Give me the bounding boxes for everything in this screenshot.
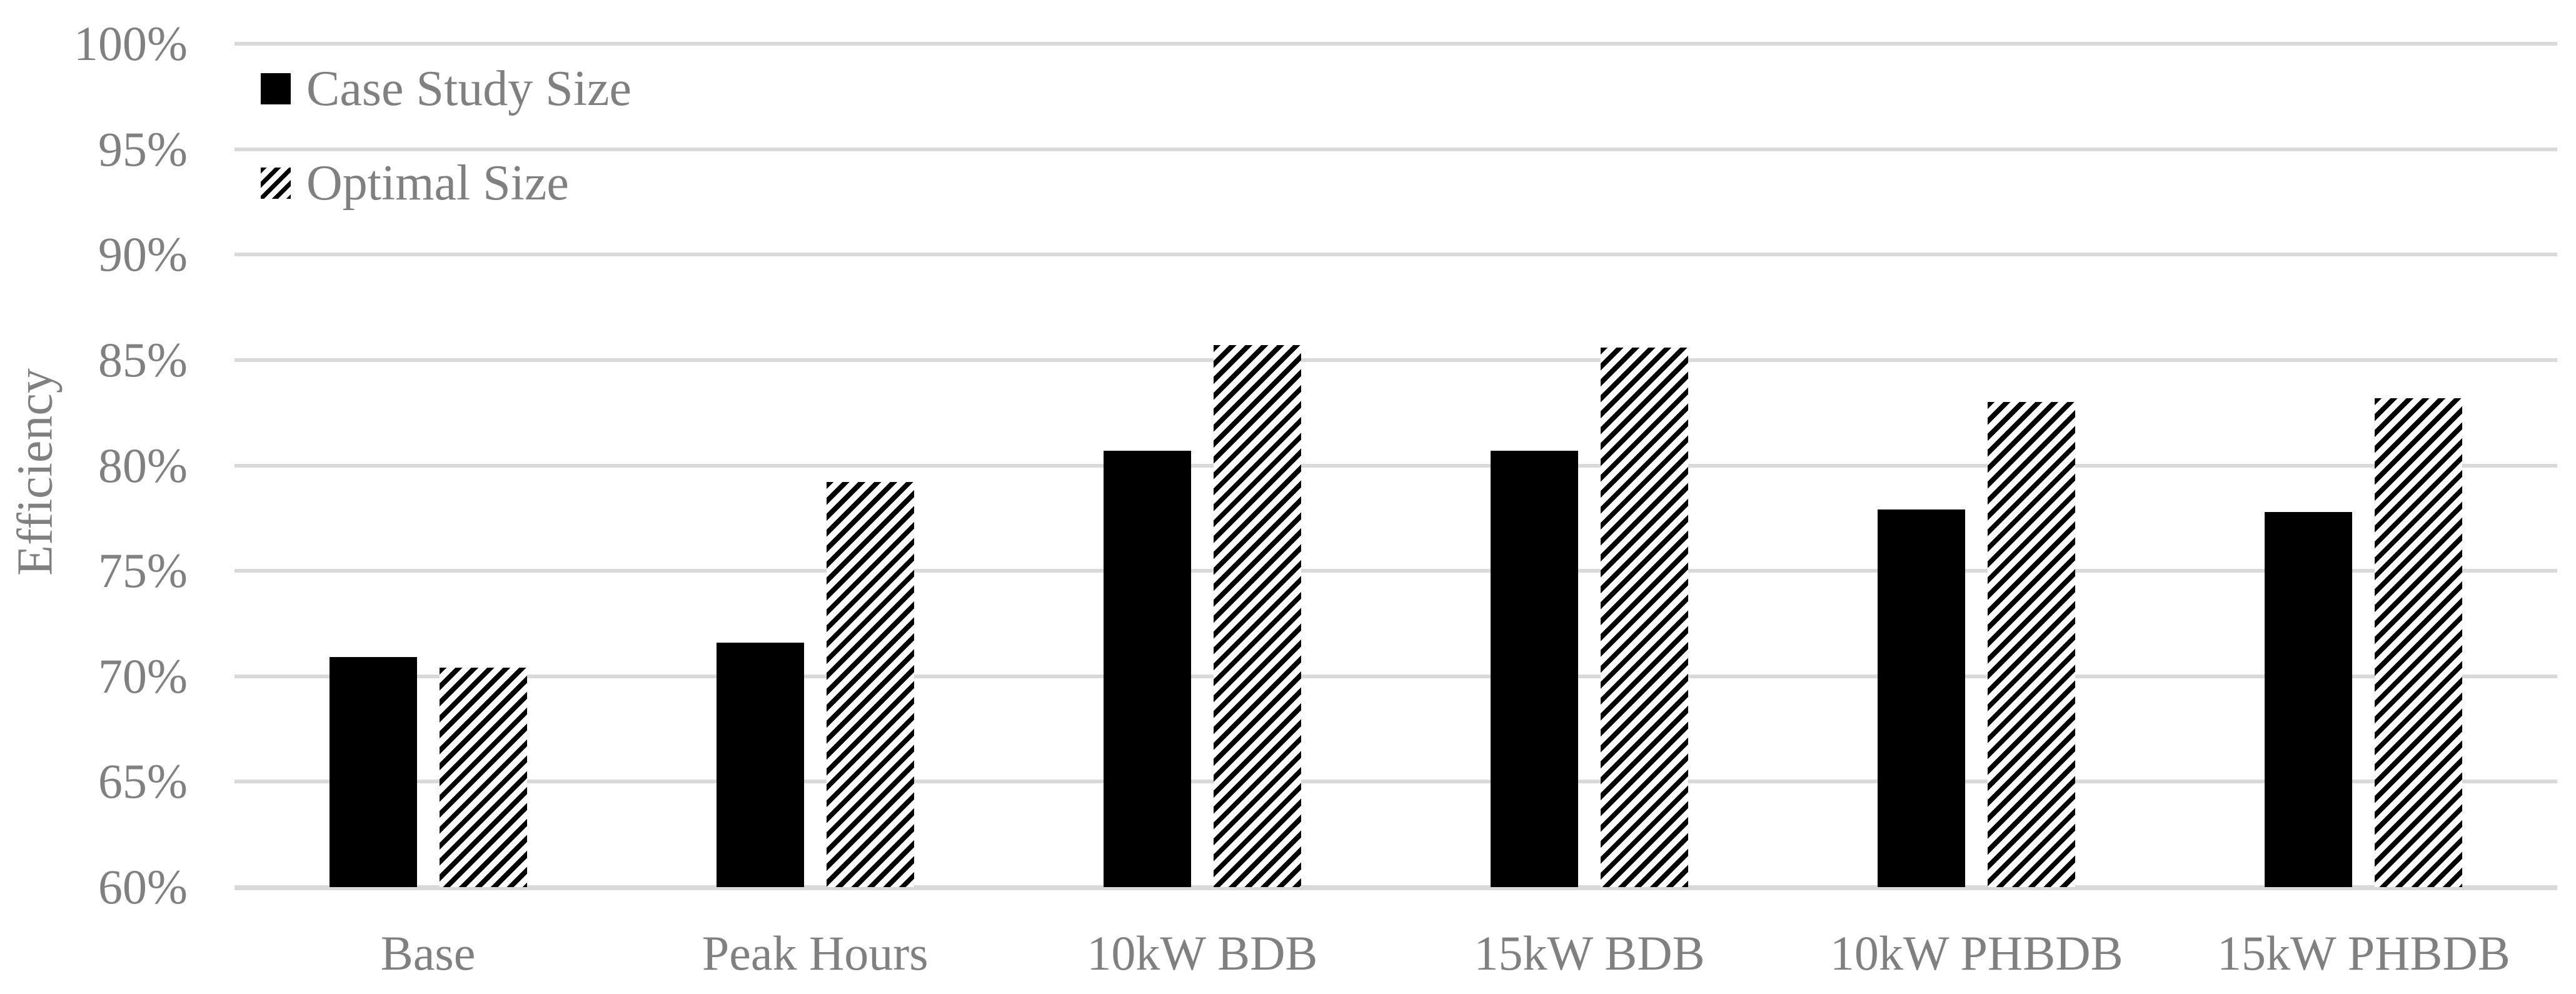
- legend-label: Optimal Size: [306, 156, 569, 211]
- legend-item: Case Study Size: [261, 59, 631, 119]
- bar-case-study-size: [1103, 450, 1191, 887]
- y-tick-label: 80%: [98, 438, 188, 493]
- y-tick-label: 65%: [98, 754, 188, 809]
- y-tick-label: 90%: [98, 227, 188, 282]
- bar-case-study-size: [2265, 511, 2353, 887]
- gridline: [234, 147, 2557, 151]
- gridline: [234, 42, 2557, 46]
- x-tick-label: 10kW PHBDB: [1829, 926, 2123, 980]
- legend-label: Case Study Size: [306, 61, 631, 116]
- bar-case-study-size: [329, 657, 417, 887]
- bar-optimal-size: [1213, 345, 1301, 887]
- gridline: [234, 358, 2557, 362]
- gridline: [234, 569, 2557, 573]
- bar-case-study-size: [1491, 450, 1579, 887]
- x-axis-line: [234, 885, 2557, 890]
- legend: Case Study Size Optimal Size: [261, 59, 631, 213]
- y-tick-label: 100%: [74, 16, 188, 71]
- x-tick-label: Peak Hours: [702, 926, 928, 980]
- x-tick-label: Base: [380, 926, 476, 980]
- bar-optimal-size: [1988, 402, 2076, 887]
- y-tick-label: 95%: [98, 121, 188, 176]
- gridline: [234, 253, 2557, 257]
- x-tick-label: 10kW BDB: [1087, 926, 1318, 980]
- bar-optimal-size: [2375, 398, 2463, 887]
- legend-swatch-solid-icon: [261, 73, 291, 104]
- legend-item: Optimal Size: [261, 153, 631, 213]
- bar-case-study-size: [1878, 510, 1966, 887]
- y-tick-label: 60%: [98, 860, 188, 914]
- plot-area: 100% 95% 90% 85% 80% 75% 70% 65% 60% Base Peak Hou…: [74, 19, 2557, 980]
- y-tick-label: 85%: [98, 332, 188, 387]
- gridline: [234, 674, 2557, 678]
- x-tick-label: 15kW PHBDB: [2217, 926, 2510, 980]
- legend-swatch-hatched-icon: [261, 168, 291, 199]
- bar-optimal-size: [826, 482, 914, 887]
- bar-optimal-size: [439, 668, 527, 887]
- gridline: [234, 780, 2557, 784]
- bar-optimal-size: [1601, 347, 1689, 887]
- bar-case-study-size: [716, 642, 804, 887]
- y-tick-label: 70%: [98, 648, 188, 703]
- y-tick-label: 75%: [98, 543, 188, 598]
- gridline: [234, 463, 2557, 468]
- x-tick-label: 15kW BDB: [1474, 926, 1705, 980]
